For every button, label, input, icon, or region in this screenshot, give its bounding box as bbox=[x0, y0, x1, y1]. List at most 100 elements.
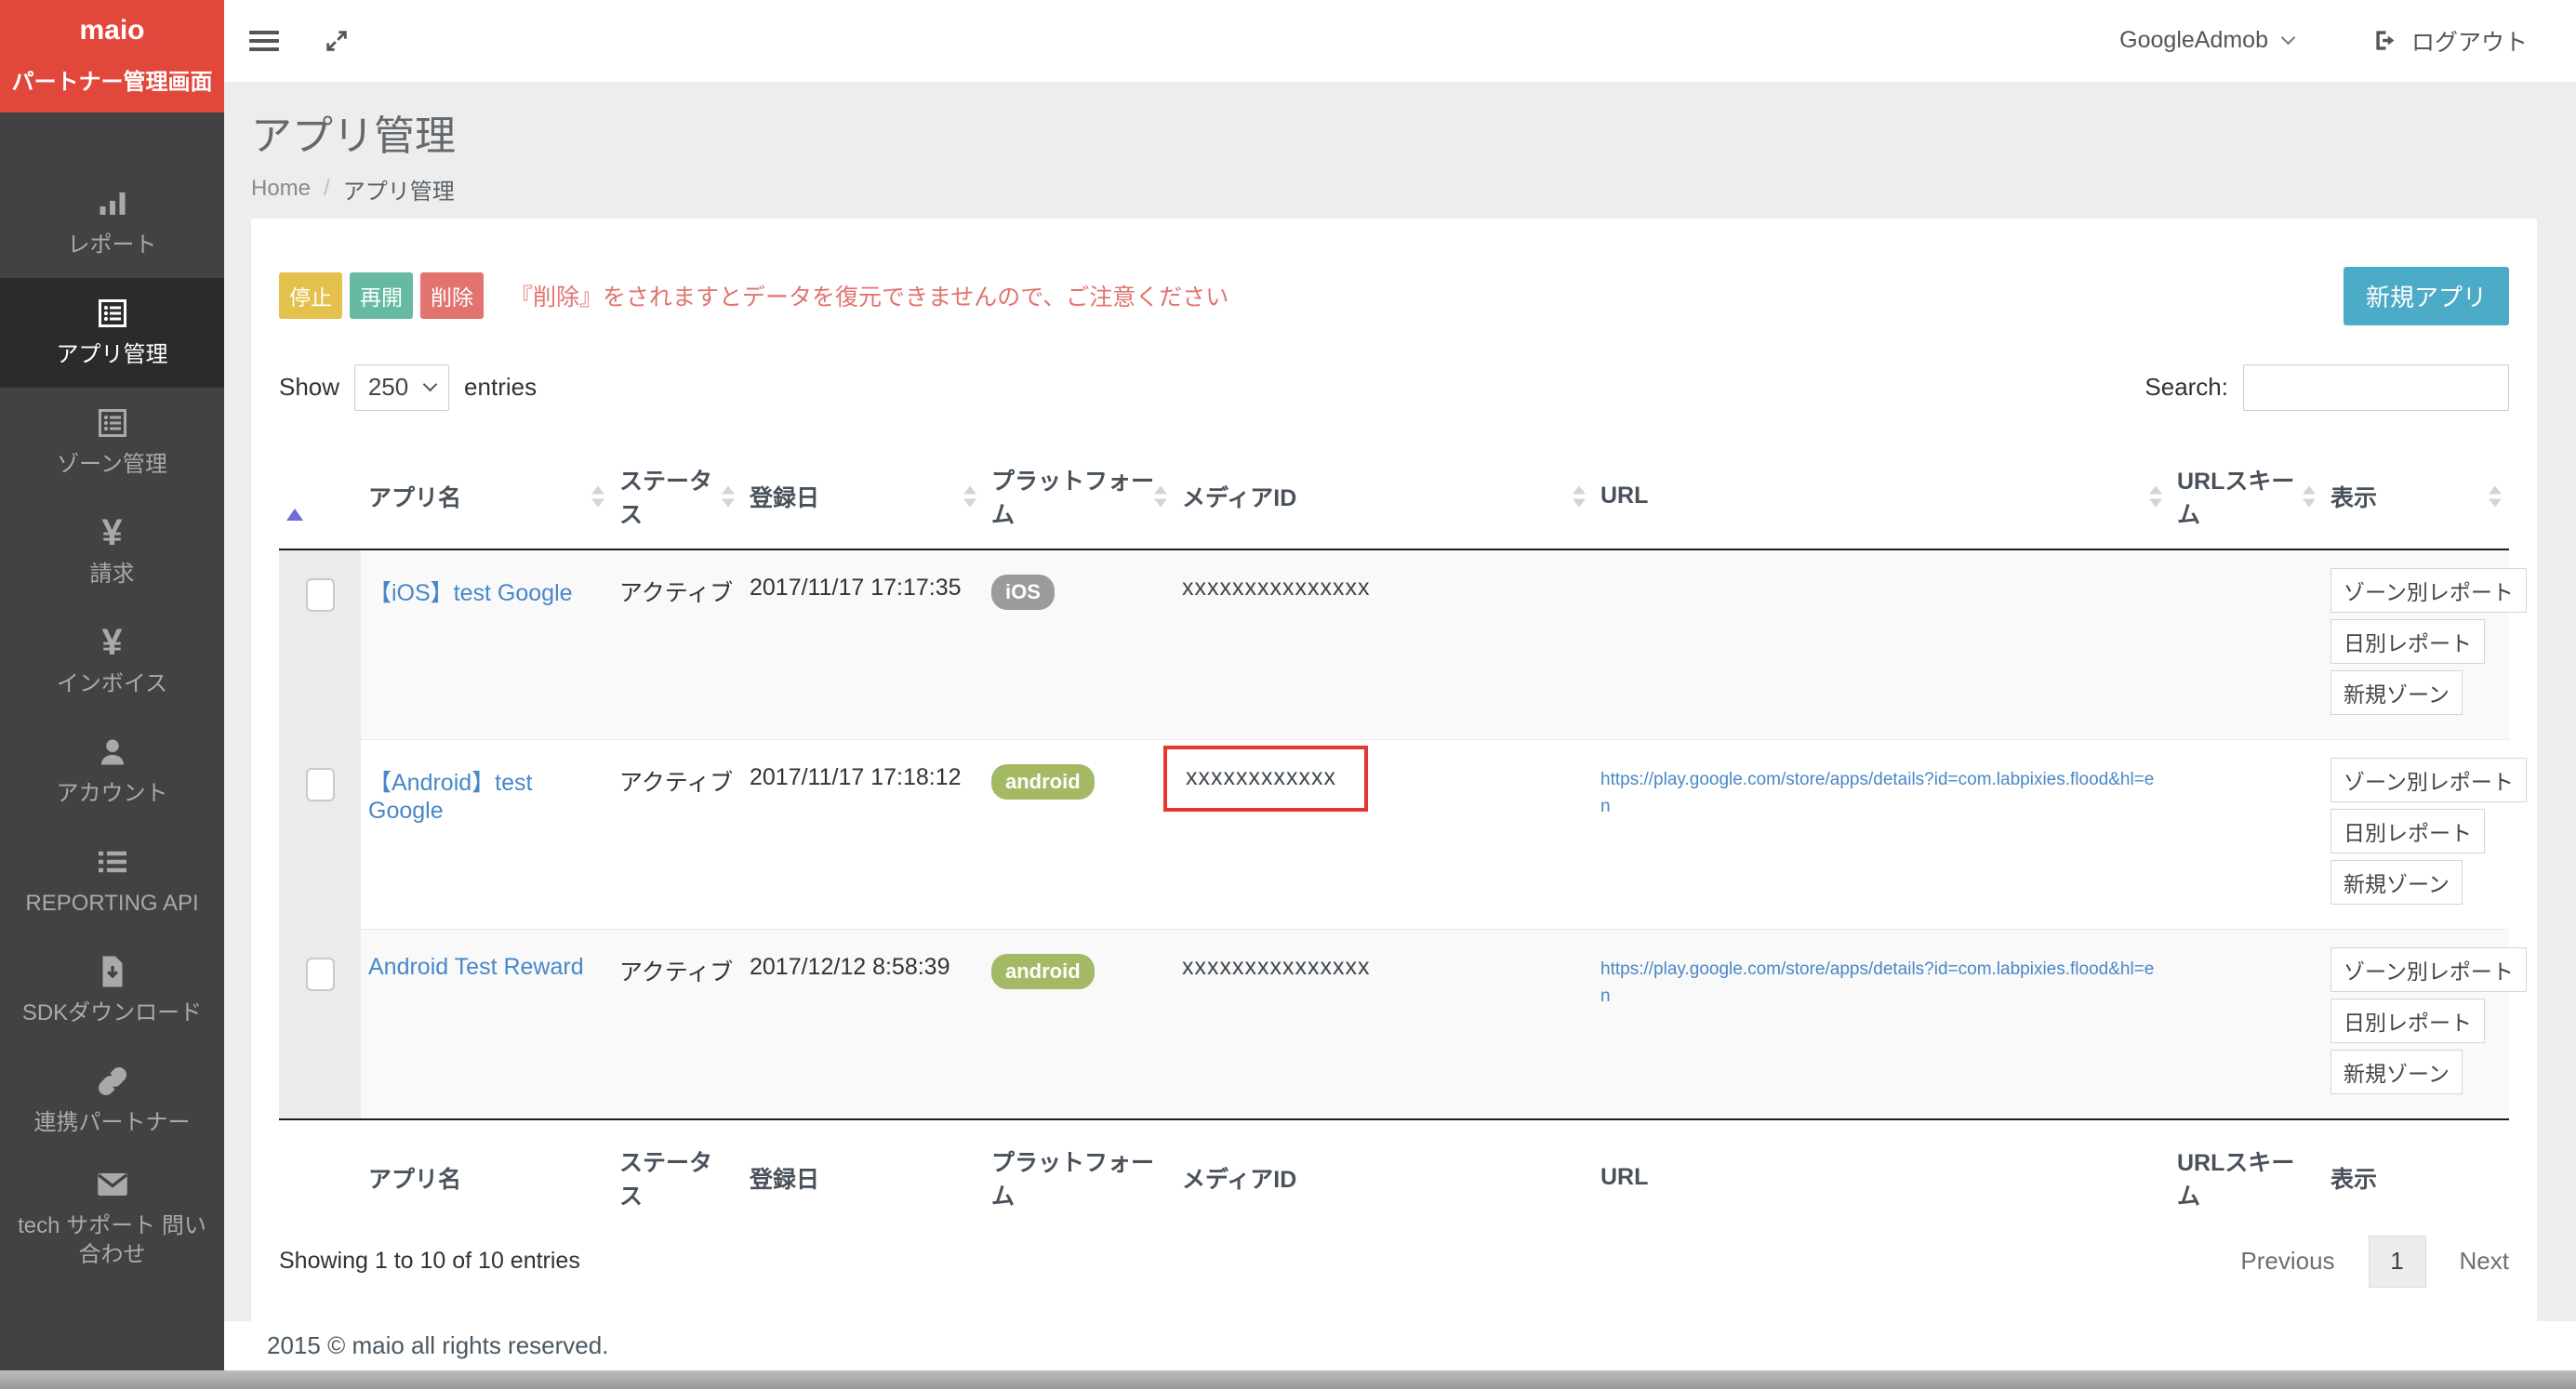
sidebar-item-app-management[interactable]: アプリ管理 bbox=[0, 278, 224, 388]
page-header: アプリ管理 Home / アプリ管理 bbox=[224, 82, 2576, 205]
user-icon bbox=[96, 734, 129, 770]
daily-report-button[interactable]: 日別レポート bbox=[2330, 808, 2485, 853]
sort-icons bbox=[2303, 485, 2316, 507]
row-checkbox[interactable] bbox=[305, 577, 335, 612]
table-controls: Show 250 entries Search: bbox=[279, 364, 2509, 411]
resume-button[interactable]: 再開 bbox=[350, 272, 413, 319]
next-page-button[interactable]: Next bbox=[2459, 1247, 2509, 1275]
chevron-down-icon bbox=[2280, 30, 2296, 46]
sidebar-menu: レポート アプリ管理 ゾーン管理 ¥ 請求 ¥ インボイス bbox=[0, 112, 224, 1280]
new-zone-button[interactable]: 新規ゾーン bbox=[2330, 1049, 2463, 1094]
sidebar-item-reporting-api[interactable]: REPORTING API bbox=[0, 827, 224, 936]
envelope-icon bbox=[96, 1167, 129, 1202]
brand-logo: maio パートナー管理画面 bbox=[0, 0, 224, 112]
breadcrumb-current: アプリ管理 bbox=[342, 179, 455, 205]
sort-icons bbox=[2149, 485, 2162, 507]
sidebar-item-label: SDKダウンロード bbox=[21, 1000, 203, 1026]
status-cell: アクティブ bbox=[619, 579, 734, 606]
table-row: 【iOS】test Google アクティブ 2017/11/17 17:17:… bbox=[279, 549, 2527, 740]
column-header-display[interactable]: 表示 bbox=[2323, 443, 2509, 550]
page-length-control: Show 250 entries bbox=[279, 364, 537, 411]
app-name-link[interactable]: Android Test Reward bbox=[368, 953, 584, 980]
zone-report-button[interactable]: ゾーン別レポート bbox=[2330, 567, 2527, 613]
chevron-down-icon bbox=[422, 377, 438, 392]
topbar-right: GoogleAdmob ログアウト bbox=[2119, 24, 2528, 58]
new-app-button[interactable]: 新規アプリ bbox=[2343, 266, 2509, 325]
link-icon bbox=[96, 1064, 129, 1099]
delete-button[interactable]: 削除 bbox=[420, 272, 484, 319]
brand-subtitle: パートナー管理画面 bbox=[11, 70, 213, 95]
row-checkbox[interactable] bbox=[305, 767, 335, 801]
yen-icon: ¥ bbox=[101, 512, 123, 554]
hamburger-menu-icon[interactable] bbox=[249, 26, 279, 56]
previous-page-button[interactable]: Previous bbox=[2240, 1247, 2335, 1275]
date-cell: 2017/11/17 17:18:12 bbox=[750, 763, 962, 790]
column-header-url-scheme[interactable]: URLスキーム bbox=[2170, 443, 2323, 550]
sidebar-item-account[interactable]: アカウント bbox=[0, 717, 224, 827]
search-input[interactable] bbox=[2243, 364, 2509, 411]
column-header-media-id[interactable]: メディアID bbox=[1175, 443, 1593, 550]
sidebar-item-invoice[interactable]: ¥ インボイス bbox=[0, 607, 224, 717]
app-name-link[interactable]: 【iOS】test Google bbox=[368, 579, 573, 606]
sidebar-item-report[interactable]: レポート bbox=[0, 168, 224, 278]
column-header-select-sort[interactable] bbox=[279, 443, 361, 550]
new-zone-button[interactable]: 新規ゾーン bbox=[2330, 669, 2463, 715]
search-label: Search: bbox=[2144, 373, 2228, 401]
table-row: Android Test Reward アクティブ 2017/12/12 8:5… bbox=[279, 929, 2527, 1119]
sidebar-item-zone-management[interactable]: ゾーン管理 bbox=[0, 388, 224, 497]
fullscreen-expand-icon[interactable] bbox=[324, 28, 350, 54]
media-id-cell: xxxxxxxxxxxxxxx bbox=[1182, 953, 1371, 980]
zone-report-button[interactable]: ゾーン別レポート bbox=[2330, 757, 2527, 802]
footer-column-media-id: メディアID bbox=[1182, 1166, 1297, 1193]
zone-report-button[interactable]: ゾーン別レポート bbox=[2330, 946, 2527, 992]
sidebar-item-label: 請求 bbox=[89, 562, 135, 588]
list-alt-icon bbox=[96, 296, 129, 331]
bulk-action-toolbar: 停止 再開 削除 『削除』をされますとデータを復元できませんので、ご注意ください… bbox=[279, 266, 2509, 325]
page-length-select[interactable]: 250 bbox=[354, 364, 450, 411]
sidebar-item-billing[interactable]: ¥ 請求 bbox=[0, 497, 224, 607]
column-header-url[interactable]: URL bbox=[1593, 443, 2170, 550]
media-id-highlight-box: xxxxxxxxxxxx bbox=[1163, 745, 1368, 812]
footer-column-date: 登録日 bbox=[750, 1166, 820, 1193]
copyright-text: 2015 © maio all rights reserved. bbox=[267, 1330, 609, 1359]
delete-warning-text: 『削除』をされますとデータを復元できませんので、ご注意ください bbox=[510, 284, 1229, 311]
url-scheme-cell bbox=[2170, 929, 2323, 1119]
status-cell: アクティブ bbox=[619, 769, 734, 796]
copyright-footer: 2015 © maio all rights reserved. bbox=[224, 1320, 2576, 1370]
show-label: Show bbox=[279, 373, 340, 401]
sidebar-item-partner[interactable]: 連携パートナー bbox=[0, 1046, 224, 1156]
entries-info: Showing 1 to 10 of 10 entries bbox=[279, 1248, 580, 1274]
table-pagination-row: Showing 1 to 10 of 10 entries Previous 1… bbox=[279, 1235, 2509, 1288]
media-id-cell: xxxxxxxxxxxxxxx bbox=[1182, 574, 1371, 601]
sort-ascending-icon bbox=[286, 483, 303, 521]
column-header-platform[interactable]: プラットフォーム bbox=[984, 443, 1175, 550]
breadcrumb: Home / アプリ管理 bbox=[251, 173, 2576, 205]
column-header-app-name[interactable]: アプリ名 bbox=[361, 443, 612, 550]
sort-icons bbox=[591, 485, 604, 507]
current-page-button[interactable]: 1 bbox=[2368, 1235, 2426, 1288]
page-length-value: 250 bbox=[367, 373, 409, 401]
store-url-link[interactable]: https://play.google.com/store/apps/detai… bbox=[1600, 959, 2155, 1006]
row-checkbox[interactable] bbox=[305, 957, 335, 991]
app-name-link[interactable]: 【Android】test Google bbox=[368, 769, 533, 824]
column-header-status[interactable]: ステータス bbox=[612, 443, 742, 550]
daily-report-button[interactable]: 日別レポート bbox=[2330, 618, 2485, 664]
bar-chart-icon bbox=[96, 186, 129, 221]
account-dropdown[interactable]: GoogleAdmob bbox=[2119, 27, 2296, 54]
column-header-date[interactable]: 登録日 bbox=[742, 443, 984, 550]
sidebar-item-tech-support[interactable]: tech サポート 問い合わせ bbox=[0, 1156, 224, 1280]
new-zone-button[interactable]: 新規ゾーン bbox=[2330, 859, 2463, 905]
url-scheme-cell bbox=[2170, 739, 2323, 929]
store-url-link[interactable]: https://play.google.com/store/apps/detai… bbox=[1600, 769, 2155, 816]
breadcrumb-home-link[interactable]: Home bbox=[251, 176, 312, 201]
stop-button[interactable]: 停止 bbox=[279, 272, 342, 319]
sign-out-icon bbox=[2376, 31, 2395, 50]
daily-report-button[interactable]: 日別レポート bbox=[2330, 998, 2485, 1043]
logout-label: ログアウト bbox=[2410, 29, 2528, 56]
logout-button[interactable]: ログアウト bbox=[2373, 24, 2528, 58]
footer-column-platform: プラットフォーム bbox=[991, 1149, 1155, 1210]
date-cell: 2017/11/17 17:17:35 bbox=[750, 574, 962, 601]
url-scheme-cell bbox=[2170, 549, 2323, 740]
sidebar-item-sdk-download[interactable]: SDKダウンロード bbox=[0, 936, 224, 1046]
pagination: Previous 1 Next bbox=[2240, 1235, 2509, 1288]
